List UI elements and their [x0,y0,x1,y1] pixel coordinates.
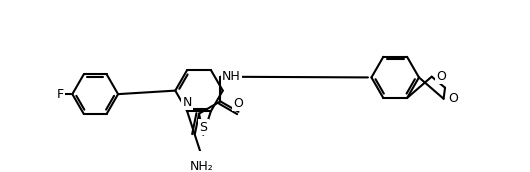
Text: O: O [436,70,446,83]
Text: O: O [234,97,243,110]
Text: F: F [56,88,64,101]
Text: O: O [448,92,458,105]
Text: NH₂: NH₂ [190,160,214,172]
Text: NH: NH [222,70,241,83]
Text: N: N [182,95,192,109]
Text: S: S [199,121,207,134]
